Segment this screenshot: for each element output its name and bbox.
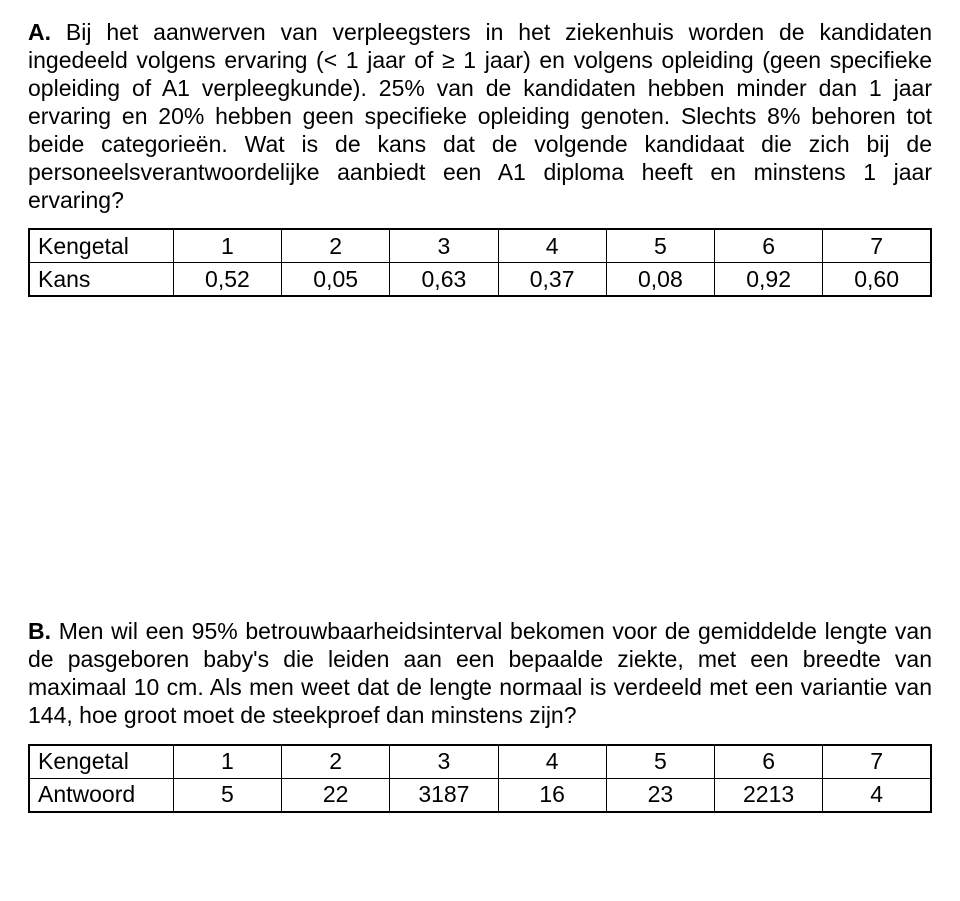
table-cell: 16	[498, 778, 606, 812]
table-cell: 0,63	[390, 263, 498, 297]
table-cell: 6	[714, 229, 822, 263]
spacer	[28, 297, 932, 617]
table-b-row1-label: Kengetal	[29, 745, 173, 779]
table-a: Kengetal 1 2 3 4 5 6 7 Kans 0,52 0,05 0,…	[28, 228, 932, 297]
table-cell: 4	[823, 778, 931, 812]
table-cell: 2	[282, 229, 390, 263]
table-row: Kengetal 1 2 3 4 5 6 7	[29, 229, 931, 263]
table-b-row2-label: Antwoord	[29, 778, 173, 812]
question-b-paragraph: B. Men wil een 95% betrouwbaarheidsinter…	[28, 617, 932, 729]
table-cell: 0,52	[173, 263, 281, 297]
table-cell: 5	[173, 778, 281, 812]
document-page: A. Bij het aanwerven van verpleegsters i…	[0, 0, 960, 843]
table-cell: 0,60	[823, 263, 931, 297]
table-cell: 3	[390, 745, 498, 779]
question-b-text: Men wil een 95% betrouwbaarheidsinterval…	[28, 618, 932, 728]
table-cell: 0,92	[714, 263, 822, 297]
table-row: Kans 0,52 0,05 0,63 0,37 0,08 0,92 0,60	[29, 263, 931, 297]
table-cell: 1	[173, 745, 281, 779]
table-cell: 4	[498, 745, 606, 779]
table-cell: 5	[606, 745, 714, 779]
table-cell: 0,08	[606, 263, 714, 297]
table-cell: 3	[390, 229, 498, 263]
table-a-row1-label: Kengetal	[29, 229, 173, 263]
table-cell: 4	[498, 229, 606, 263]
table-cell: 0,37	[498, 263, 606, 297]
question-b-label: B.	[28, 618, 51, 644]
question-a-paragraph: A. Bij het aanwerven van verpleegsters i…	[28, 18, 932, 214]
table-cell: 2	[282, 745, 390, 779]
table-cell: 3187	[390, 778, 498, 812]
table-cell: 7	[823, 745, 931, 779]
table-row: Antwoord 5 22 3187 16 23 2213 4	[29, 778, 931, 812]
question-a-label: A.	[28, 19, 51, 45]
question-a-text: Bij het aanwerven van verpleegsters in h…	[28, 19, 932, 213]
table-a-row2-label: Kans	[29, 263, 173, 297]
table-cell: 6	[714, 745, 822, 779]
table-row: Kengetal 1 2 3 4 5 6 7	[29, 745, 931, 779]
table-cell: 23	[606, 778, 714, 812]
table-cell: 7	[823, 229, 931, 263]
table-cell: 5	[606, 229, 714, 263]
table-cell: 0,05	[282, 263, 390, 297]
table-cell: 1	[173, 229, 281, 263]
table-b: Kengetal 1 2 3 4 5 6 7 Antwoord 5 22 318…	[28, 744, 932, 813]
table-cell: 2213	[714, 778, 822, 812]
table-cell: 22	[282, 778, 390, 812]
